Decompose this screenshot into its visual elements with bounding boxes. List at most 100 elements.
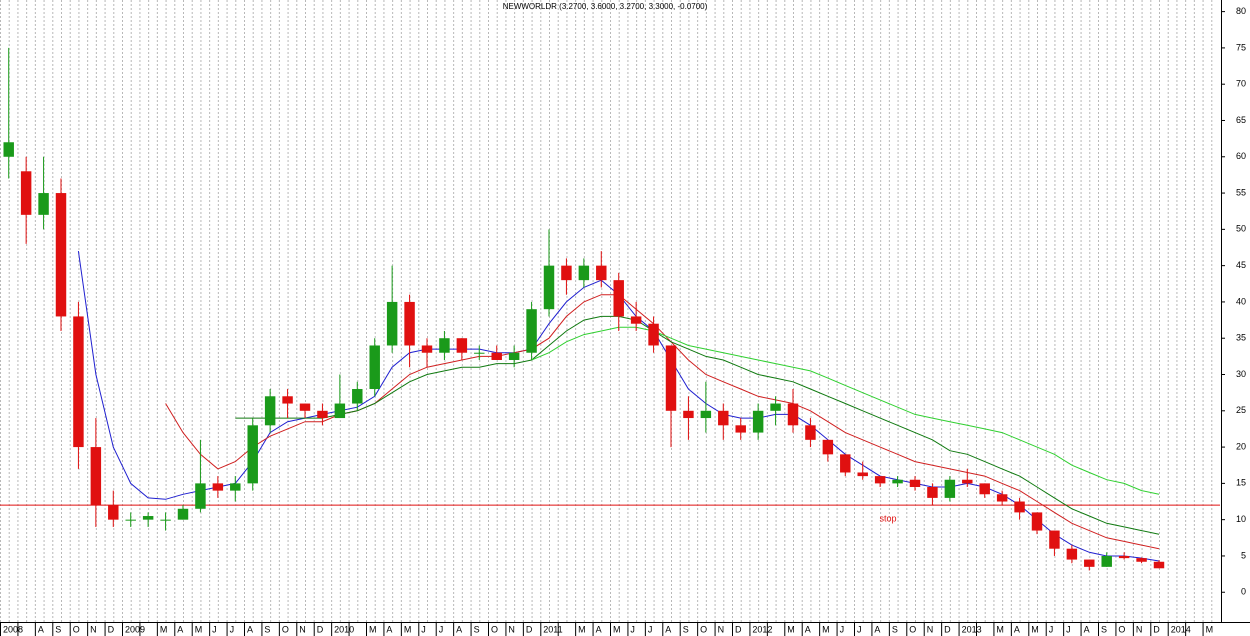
candle-body xyxy=(665,345,677,411)
x-tick-label: A xyxy=(874,624,880,634)
candle-body xyxy=(38,193,49,215)
x-tick-label: J xyxy=(648,624,653,634)
candle-body xyxy=(1066,548,1078,560)
candle-body xyxy=(909,479,921,488)
candle-body xyxy=(1118,555,1130,559)
x-tick-label: N xyxy=(718,624,725,634)
x-tick-label: 2011 xyxy=(543,624,562,634)
candle-body xyxy=(892,479,903,484)
candle-body xyxy=(299,403,311,411)
y-tick-label: 5 xyxy=(1241,550,1246,560)
candle-body xyxy=(1014,501,1025,513)
candle-body xyxy=(264,396,276,426)
x-tick-label: J xyxy=(439,624,444,634)
y-tick-label: 30 xyxy=(1236,369,1246,379)
y-tick-label: 60 xyxy=(1236,151,1246,161)
x-tick-label: J xyxy=(212,624,217,634)
x-tick-label: A xyxy=(1084,624,1090,634)
x-tick-label: S xyxy=(264,624,270,634)
candle-body xyxy=(404,301,415,346)
candle-body xyxy=(979,483,990,495)
x-tick-label: D xyxy=(108,624,115,634)
candle-body xyxy=(648,323,659,346)
candle-body xyxy=(439,338,450,353)
x-tick-label: O xyxy=(1118,624,1125,634)
candle-body xyxy=(55,193,67,317)
x-tick-label: J xyxy=(421,624,426,634)
candle-body xyxy=(787,403,799,426)
x-tick-label: M xyxy=(1031,624,1039,634)
candle-body xyxy=(996,494,1008,502)
candle-body xyxy=(1136,558,1147,562)
moving-average-line xyxy=(165,294,1160,550)
candle-body xyxy=(770,403,781,411)
candle-body xyxy=(561,265,572,281)
candle-body xyxy=(1031,512,1043,531)
candle-body xyxy=(3,142,14,157)
moving-average-line xyxy=(235,315,1160,535)
x-tick-label: 2009 xyxy=(125,624,145,634)
candle-body xyxy=(352,389,363,404)
x-tick-label: M xyxy=(195,624,203,634)
candle-body xyxy=(596,265,607,281)
y-tick-label: 75 xyxy=(1236,42,1246,52)
x-tick-label: D xyxy=(317,624,324,634)
y-tick-label: 55 xyxy=(1236,187,1246,197)
x-tick-label: 2010 xyxy=(334,624,354,634)
x-tick-label: M xyxy=(578,624,586,634)
x-tick-label: M xyxy=(1206,624,1214,634)
candle-body xyxy=(735,425,746,433)
candle-body xyxy=(474,352,485,354)
candle-body xyxy=(840,454,851,473)
candle-body xyxy=(613,280,624,317)
x-tick-label: S xyxy=(474,624,480,634)
x-tick-label: J xyxy=(1049,624,1054,634)
candle-body xyxy=(752,410,764,433)
candle-body xyxy=(456,338,468,353)
x-tick-label: S xyxy=(55,624,61,634)
candle-body xyxy=(508,352,520,360)
x-tick-label: O xyxy=(909,624,916,634)
y-tick-label: 80 xyxy=(1236,6,1246,16)
candle-body xyxy=(543,265,555,310)
y-tick-label: 10 xyxy=(1236,514,1246,524)
x-tick-label: A xyxy=(1014,624,1020,634)
y-tick-label: 40 xyxy=(1236,296,1246,306)
candle-body xyxy=(160,519,171,521)
x-tick-label: N xyxy=(927,624,934,634)
candle-body xyxy=(630,316,642,324)
x-tick-label: M xyxy=(822,624,830,634)
candle-body xyxy=(927,487,938,498)
x-tick-label: N xyxy=(508,624,515,634)
x-tick-label: J xyxy=(1066,624,1071,634)
x-tick-label: O xyxy=(491,624,498,634)
x-tick-label: S xyxy=(683,624,689,634)
candle-body xyxy=(386,301,398,346)
x-tick-label: M xyxy=(996,624,1004,634)
y-tick-label: 35 xyxy=(1236,333,1246,343)
candle-body xyxy=(805,425,816,440)
candle-body xyxy=(334,403,346,419)
x-tick-label: O xyxy=(282,624,289,634)
candle-body xyxy=(962,479,973,484)
x-tick-label: N xyxy=(90,624,97,634)
x-tick-label: D xyxy=(944,624,951,634)
y-tick-label: 20 xyxy=(1236,441,1246,451)
candle-body xyxy=(857,472,868,477)
x-tick-label: O xyxy=(73,624,80,634)
candle-body xyxy=(142,516,154,520)
candle-body xyxy=(822,439,834,455)
x-tick-label: S xyxy=(892,624,898,634)
y-tick-label: 65 xyxy=(1236,115,1246,125)
x-tick-label: J xyxy=(857,624,862,634)
x-tick-label: A xyxy=(177,624,183,634)
candle-body xyxy=(317,410,328,419)
x-tick-label: 2014 xyxy=(1171,624,1191,634)
candle-body xyxy=(195,483,206,509)
x-tick-label: A xyxy=(456,624,462,634)
candle-body xyxy=(1101,555,1112,567)
candle-body xyxy=(369,345,380,390)
x-tick-label: A xyxy=(247,624,253,634)
x-tick-label: M xyxy=(404,624,412,634)
